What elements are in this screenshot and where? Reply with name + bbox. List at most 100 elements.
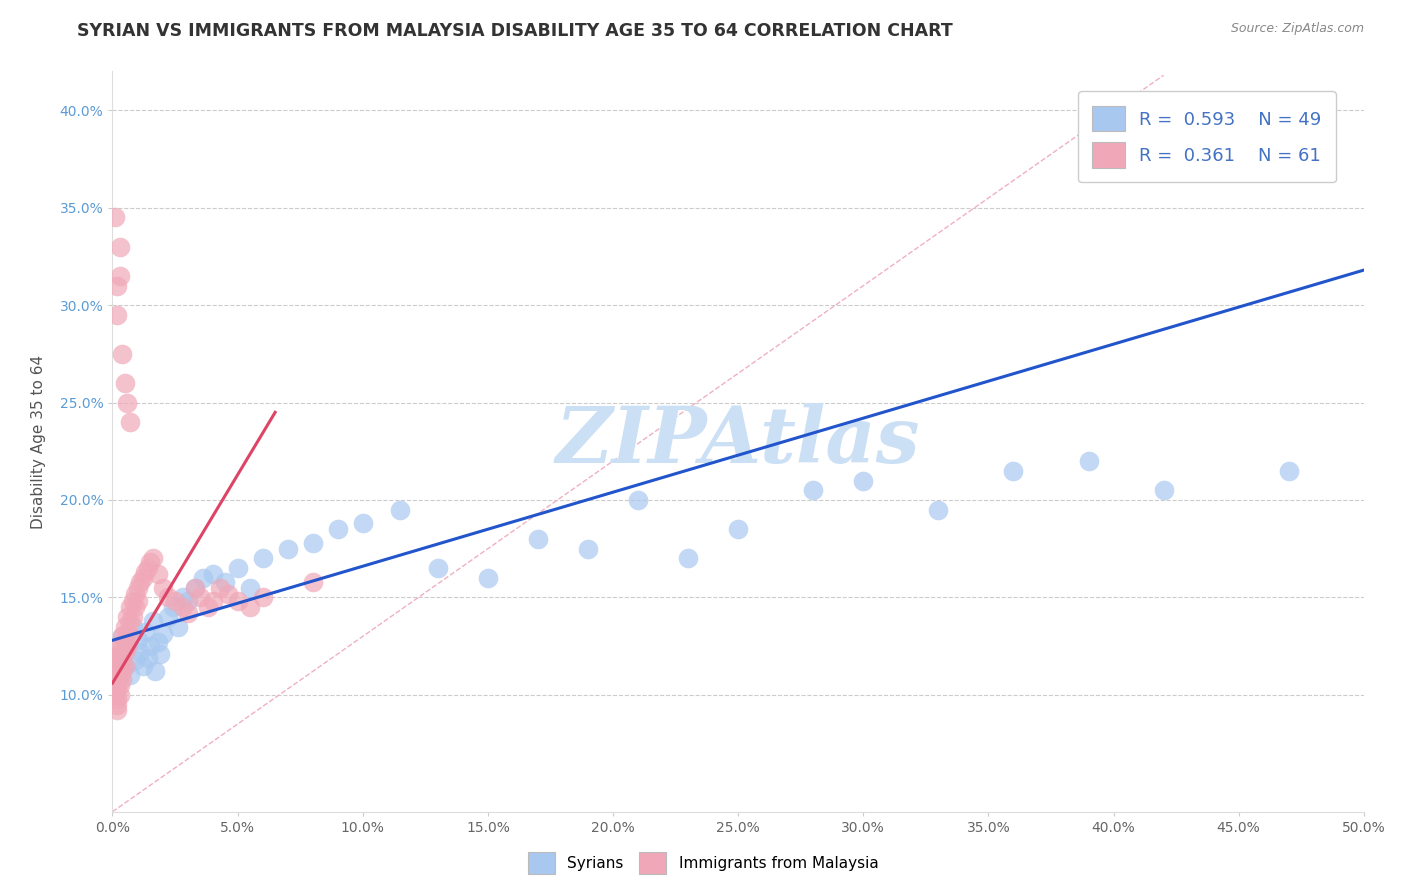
Point — [627, 493, 650, 508]
Legend: Syrians, Immigrants from Malaysia: Syrians, Immigrants from Malaysia — [522, 846, 884, 880]
Point — [104, 648, 127, 663]
Point — [277, 541, 299, 556]
Point — [146, 567, 169, 582]
Point — [118, 415, 141, 429]
Point — [801, 483, 824, 498]
Point — [114, 619, 136, 633]
Point — [226, 561, 249, 575]
Point — [676, 551, 699, 566]
Point — [121, 619, 143, 633]
Point — [727, 522, 749, 536]
Point — [166, 619, 188, 633]
Point — [124, 653, 146, 667]
Point — [163, 594, 186, 608]
Point — [127, 633, 149, 648]
Point — [107, 665, 129, 679]
Point — [114, 633, 136, 648]
Point — [117, 639, 139, 653]
Point — [108, 268, 131, 283]
Point — [139, 555, 162, 569]
Point — [209, 581, 232, 595]
Point — [176, 606, 198, 620]
Point — [252, 551, 274, 566]
Point — [107, 672, 129, 686]
Point — [108, 658, 131, 673]
Point — [152, 627, 174, 641]
Point — [104, 678, 127, 692]
Point — [131, 571, 153, 585]
Point — [111, 629, 134, 643]
Point — [1153, 483, 1175, 498]
Point — [104, 688, 127, 702]
Point — [108, 668, 131, 682]
Point — [239, 600, 262, 615]
Y-axis label: Disability Age 35 to 64: Disability Age 35 to 64 — [31, 354, 45, 529]
Point — [149, 647, 172, 661]
Point — [111, 653, 134, 667]
Point — [114, 645, 136, 659]
Point — [108, 648, 131, 663]
Point — [118, 600, 141, 615]
Point — [326, 522, 349, 536]
Point — [111, 639, 134, 653]
Point — [117, 610, 139, 624]
Point — [104, 211, 127, 225]
Point — [141, 614, 163, 628]
Point — [197, 600, 219, 615]
Point — [124, 586, 146, 600]
Point — [129, 574, 152, 589]
Point — [131, 658, 153, 673]
Point — [301, 574, 323, 589]
Point — [146, 635, 169, 649]
Point — [107, 691, 129, 706]
Point — [201, 594, 224, 608]
Point — [389, 502, 412, 516]
Point — [226, 594, 249, 608]
Point — [118, 614, 141, 628]
Point — [107, 308, 129, 322]
Point — [118, 629, 141, 643]
Point — [134, 565, 156, 579]
Point — [301, 536, 323, 550]
Point — [188, 591, 211, 605]
Point — [152, 581, 174, 595]
Point — [239, 581, 262, 595]
Point — [111, 665, 134, 679]
Point — [108, 688, 131, 702]
Point — [184, 581, 207, 595]
Point — [127, 581, 149, 595]
Point — [136, 561, 159, 575]
Point — [114, 376, 136, 390]
Point — [108, 648, 131, 663]
Point — [117, 395, 139, 409]
Point — [156, 610, 179, 624]
Point — [114, 658, 136, 673]
Point — [117, 625, 139, 640]
Point — [118, 668, 141, 682]
Point — [426, 561, 449, 575]
Point — [108, 639, 131, 653]
Legend: R =  0.593    N = 49, R =  0.361    N = 61: R = 0.593 N = 49, R = 0.361 N = 61 — [1078, 92, 1336, 182]
Point — [114, 658, 136, 673]
Point — [104, 668, 127, 682]
Point — [111, 347, 134, 361]
Point — [111, 629, 134, 643]
Point — [111, 672, 134, 686]
Point — [107, 698, 129, 712]
Point — [104, 658, 127, 673]
Point — [121, 610, 143, 624]
Point — [139, 639, 162, 653]
Point — [852, 474, 875, 488]
Point — [201, 567, 224, 582]
Text: ZIPAtlas: ZIPAtlas — [555, 403, 921, 480]
Point — [121, 594, 143, 608]
Point — [1077, 454, 1099, 468]
Text: SYRIAN VS IMMIGRANTS FROM MALAYSIA DISABILITY AGE 35 TO 64 CORRELATION CHART: SYRIAN VS IMMIGRANTS FROM MALAYSIA DISAB… — [77, 22, 953, 40]
Point — [527, 532, 550, 546]
Point — [108, 678, 131, 692]
Point — [117, 639, 139, 653]
Point — [1002, 464, 1025, 478]
Point — [141, 551, 163, 566]
Point — [352, 516, 374, 531]
Point — [252, 591, 274, 605]
